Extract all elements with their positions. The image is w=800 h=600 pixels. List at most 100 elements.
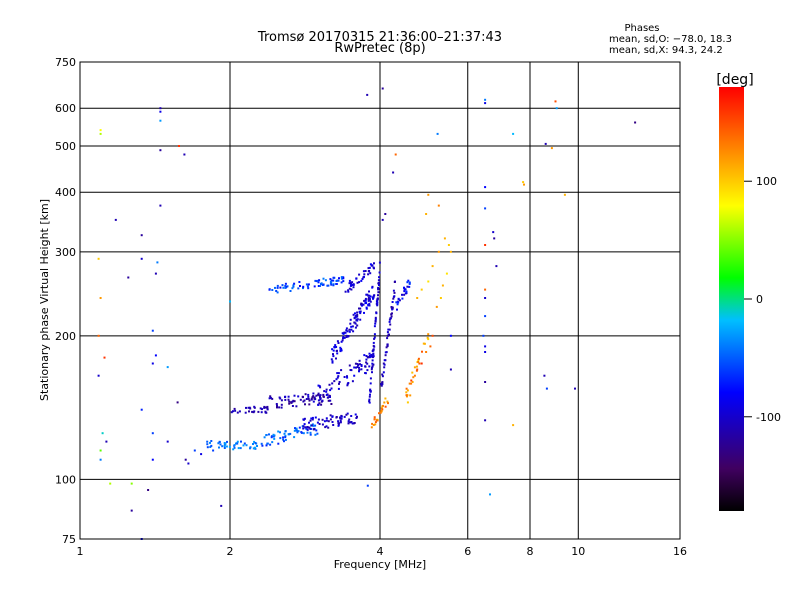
data-point — [317, 281, 320, 284]
data-point — [313, 285, 316, 288]
data-point — [299, 285, 301, 287]
data-point — [313, 396, 316, 399]
data-point — [368, 356, 371, 359]
data-point — [306, 431, 309, 434]
data-point — [365, 293, 368, 296]
data-point — [303, 423, 306, 426]
data-point — [244, 411, 247, 414]
data-point — [368, 400, 371, 403]
data-point — [339, 349, 342, 352]
data-point — [291, 405, 294, 407]
data-point — [302, 418, 305, 421]
data-point — [360, 302, 363, 305]
data-point — [263, 436, 266, 439]
data-point — [411, 371, 414, 374]
data-point — [367, 299, 370, 302]
data-point — [268, 288, 271, 291]
data-point — [382, 404, 384, 407]
data-point — [283, 440, 285, 443]
data-point — [296, 431, 299, 434]
data-point — [447, 244, 450, 246]
data-point — [437, 204, 440, 207]
data-point — [375, 302, 378, 305]
data-point — [393, 281, 396, 283]
data-point — [364, 299, 367, 302]
data-point — [367, 270, 370, 273]
data-point — [327, 420, 330, 423]
data-point — [325, 419, 328, 422]
data-point — [378, 412, 380, 415]
data-point — [253, 410, 256, 413]
data-point — [151, 458, 154, 461]
data-point — [354, 316, 357, 319]
data-point — [323, 390, 326, 393]
data-point — [283, 432, 286, 435]
data-point — [293, 394, 296, 397]
data-point — [365, 307, 368, 310]
data-point — [287, 433, 290, 436]
data-point — [97, 334, 100, 337]
data-point — [493, 237, 496, 240]
data-point — [348, 421, 351, 424]
data-point — [295, 405, 298, 408]
data-point — [370, 426, 373, 429]
data-point — [362, 303, 365, 306]
data-point — [318, 402, 321, 405]
data-point — [298, 281, 301, 283]
data-point — [386, 337, 389, 340]
data-point — [284, 430, 287, 433]
data-point — [563, 193, 566, 196]
data-point — [343, 376, 346, 378]
data-point — [386, 344, 389, 346]
data-point — [403, 293, 406, 296]
data-point — [512, 132, 515, 135]
data-point — [368, 299, 371, 301]
data-point — [388, 318, 391, 321]
data-point — [417, 360, 420, 363]
data-point — [335, 283, 338, 285]
data-point — [101, 432, 104, 435]
data-point — [339, 416, 341, 419]
data-point — [304, 393, 307, 396]
data-point — [393, 291, 396, 294]
data-point — [374, 423, 377, 426]
data-point — [376, 304, 379, 307]
y-tick-label: 100 — [55, 473, 76, 486]
data-point — [335, 378, 338, 381]
data-point — [312, 400, 315, 403]
data-point — [425, 351, 428, 353]
data-point — [299, 398, 302, 401]
data-point — [332, 284, 335, 287]
data-point — [266, 408, 269, 411]
data-point — [369, 382, 372, 385]
data-point — [268, 433, 270, 436]
colorbar-tick-label: 100 — [756, 175, 777, 188]
data-point — [426, 336, 429, 339]
data-point — [210, 440, 213, 442]
data-point — [264, 406, 267, 409]
data-point — [260, 411, 263, 414]
data-point — [271, 441, 274, 444]
data-point — [367, 267, 370, 270]
colorbar-tick-label: 0 — [756, 293, 763, 306]
data-point — [345, 329, 348, 332]
data-point — [256, 445, 258, 447]
data-point — [340, 369, 343, 372]
data-point — [287, 395, 290, 398]
data-point — [347, 420, 350, 423]
data-point — [340, 417, 343, 420]
y-tick-label: 600 — [55, 102, 76, 115]
data-point — [545, 387, 548, 390]
data-point — [359, 363, 361, 366]
data-point — [236, 442, 239, 445]
data-point — [356, 315, 359, 318]
data-point — [370, 368, 373, 371]
data-point — [330, 279, 333, 282]
data-point — [392, 171, 395, 174]
data-point — [359, 312, 362, 315]
data-point — [360, 368, 363, 371]
data-point — [337, 424, 340, 427]
data-point — [130, 509, 133, 512]
data-point — [377, 286, 380, 289]
data-point — [380, 384, 383, 387]
